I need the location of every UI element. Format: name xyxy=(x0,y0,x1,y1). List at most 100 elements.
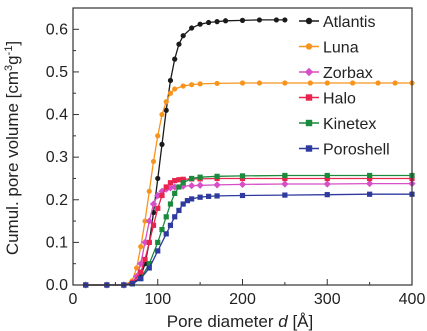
legend-item-atlantis: Atlantis xyxy=(299,14,375,31)
legend-item-halo: Halo xyxy=(299,91,356,108)
data-point xyxy=(167,77,174,84)
data-point xyxy=(138,244,144,250)
data-point xyxy=(324,80,330,86)
data-point xyxy=(197,21,203,27)
data-point xyxy=(163,184,169,190)
y-tick-label: 0.3 xyxy=(46,149,68,166)
data-point xyxy=(256,80,263,86)
data-point xyxy=(172,177,178,184)
x-tick-label: 100 xyxy=(144,291,171,308)
x-tick-label: 0 xyxy=(69,291,78,308)
data-point xyxy=(238,180,247,189)
data-point xyxy=(239,192,246,199)
data-point xyxy=(142,218,148,224)
legend-swatch-marker xyxy=(305,94,313,101)
data-point xyxy=(150,222,157,228)
data-point xyxy=(214,173,220,179)
x-tick-label: 400 xyxy=(399,291,426,308)
data-point xyxy=(214,19,220,25)
data-point xyxy=(367,191,373,197)
data-point xyxy=(155,205,161,211)
data-point xyxy=(214,80,220,87)
series-line xyxy=(85,182,412,286)
data-point xyxy=(167,90,174,96)
data-point xyxy=(197,194,203,200)
x-axis-title: Pore diameter d [Å] xyxy=(167,312,313,331)
legend-swatch-marker xyxy=(305,119,313,127)
data-point xyxy=(239,80,246,86)
data-point xyxy=(163,107,169,113)
legend-swatch-marker xyxy=(304,67,314,77)
data-point xyxy=(129,281,135,287)
legend: Atlantis Luna Zorbax Halo Kinetex Poroshell xyxy=(299,14,390,159)
data-point xyxy=(367,172,373,179)
series-poroshell xyxy=(83,191,415,288)
data-point xyxy=(159,141,165,147)
series-zorbax xyxy=(82,179,416,289)
data-point xyxy=(180,83,186,89)
data-point xyxy=(222,18,229,24)
data-point xyxy=(133,265,140,271)
y-tick-label: 0.6 xyxy=(46,21,68,38)
legend-label: Halo xyxy=(323,91,356,108)
data-point xyxy=(273,17,279,23)
data-point xyxy=(239,173,246,179)
data-point xyxy=(155,239,161,245)
legend-item-kinetex: Kinetex xyxy=(299,116,376,133)
axes-layer: 0 100 200 300 400 0.0 0.1 0.2 0.3 0.4 0.5 0.6 xyxy=(46,7,426,308)
data-point xyxy=(172,56,178,62)
data-point xyxy=(172,190,178,196)
legend-label: Atlantis xyxy=(323,14,375,31)
data-point xyxy=(146,261,152,267)
data-point xyxy=(176,207,182,214)
data-point xyxy=(206,193,212,199)
data-point xyxy=(206,19,212,26)
data-point xyxy=(324,172,330,179)
legend-label: Luna xyxy=(323,40,359,57)
legend-label: Poroshell xyxy=(323,142,390,159)
data-point xyxy=(138,276,144,282)
data-point xyxy=(350,80,356,86)
data-point xyxy=(281,180,289,188)
data-point xyxy=(282,192,288,198)
data-point xyxy=(367,175,373,182)
y-tick-label: 0.2 xyxy=(46,192,68,209)
data-point xyxy=(214,193,220,199)
data-point xyxy=(155,133,161,139)
series-kinetex xyxy=(83,172,415,288)
x-tick-label: 300 xyxy=(314,291,341,308)
data-point xyxy=(197,81,203,87)
data-point xyxy=(375,80,381,86)
y-tick-label: 0.1 xyxy=(46,234,68,251)
data-point xyxy=(324,175,330,182)
data-point xyxy=(176,184,182,190)
data-point xyxy=(172,86,178,92)
series-halo xyxy=(83,175,415,288)
x-tick-label: 200 xyxy=(229,291,256,308)
data-point xyxy=(176,41,182,47)
data-point xyxy=(197,174,203,180)
data-point xyxy=(146,188,152,194)
data-point xyxy=(366,179,374,188)
series-atlantis xyxy=(83,17,288,288)
data-point xyxy=(188,182,196,190)
y-axis-title: Cumul. pore volume [cm3g-1] xyxy=(3,41,22,255)
legend-swatch-marker xyxy=(305,17,313,25)
data-point xyxy=(256,17,263,23)
data-point xyxy=(146,265,152,271)
data-point xyxy=(180,180,186,186)
data-point xyxy=(307,80,313,86)
data-point xyxy=(167,201,174,207)
legend-label: Kinetex xyxy=(323,116,376,133)
data-point xyxy=(189,25,195,31)
legend-label: Zorbax xyxy=(323,65,373,82)
data-point xyxy=(159,227,165,233)
data-point xyxy=(159,192,165,199)
legend-swatch-marker xyxy=(305,43,313,50)
data-point xyxy=(189,82,195,88)
data-point xyxy=(392,80,398,86)
legend-item-poroshell: Poroshell xyxy=(299,142,390,159)
data-point xyxy=(213,181,221,189)
